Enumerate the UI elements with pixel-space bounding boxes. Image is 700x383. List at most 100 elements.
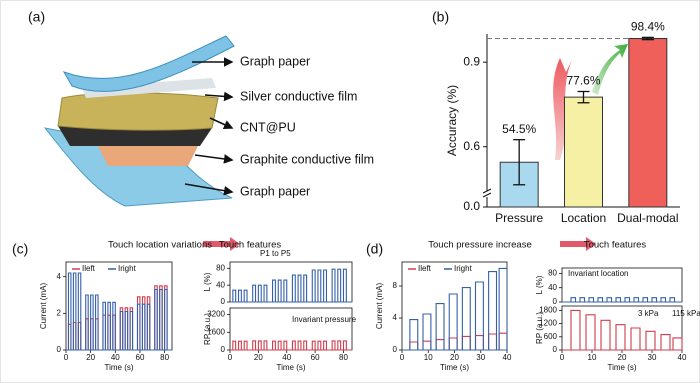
x-tick-label: Location (561, 211, 606, 225)
x-tick-label: Pressure (495, 211, 543, 225)
y-tick-label: 40 (548, 283, 557, 292)
panel-title: Touch location variations (108, 240, 212, 251)
value-label: 98.4% (631, 20, 665, 34)
pulse (272, 340, 276, 350)
panel-title: Touch features (219, 240, 282, 251)
pulse (283, 279, 288, 302)
x-tick-label: 30 (476, 353, 485, 362)
pulse (579, 297, 586, 302)
pulse (102, 301, 106, 350)
annotation: 115 kPa (672, 309, 700, 318)
pulse (237, 289, 242, 302)
pulse (243, 289, 248, 302)
x-tick-label: 0 (64, 353, 69, 362)
y-tick-label: 0 (221, 345, 226, 354)
y-tick-label: 80 (548, 268, 557, 277)
pulse (136, 303, 141, 350)
pulse (331, 268, 336, 302)
y-tick-label: 4 (57, 272, 62, 281)
y-tick-label: 3200 (207, 310, 225, 319)
pulse (257, 340, 262, 350)
pulse (448, 293, 458, 350)
pulse (252, 284, 257, 302)
y-tick-label: 0 (553, 345, 558, 354)
trend-arrow (592, 44, 628, 95)
pulse (642, 297, 649, 302)
pulse (303, 274, 308, 302)
pulse (474, 335, 484, 350)
pulse (67, 272, 72, 350)
pulse (237, 340, 242, 350)
pulse (77, 272, 82, 350)
legend-label: Ileft (82, 264, 96, 273)
pulse (146, 303, 151, 350)
y-tick-label: 0 (393, 345, 398, 354)
y-axis-label: L (%) (203, 272, 212, 291)
axis-break (482, 188, 492, 194)
legend-label: Iright (454, 264, 473, 273)
value-label: 54.5% (502, 122, 536, 136)
pulse (474, 281, 484, 350)
annotation: P1 to P5 (260, 249, 291, 258)
pulse (232, 340, 237, 350)
pulse (112, 301, 116, 350)
y-tick-label: 2 (57, 308, 62, 317)
flow-arrow (560, 237, 596, 251)
arrow (209, 117, 234, 130)
layer-diagram: Graph paper Silver conductive film CNT@P… (43, 35, 374, 207)
pulse (257, 284, 262, 302)
pulse (317, 269, 322, 302)
pulse (435, 339, 445, 350)
pulse (660, 334, 671, 350)
y-tick-label: 0 (553, 297, 558, 306)
x-tick-label: 40 (503, 353, 512, 362)
y-tick-label: 1600 (207, 327, 225, 336)
pulse (588, 297, 595, 302)
pulse (72, 272, 77, 350)
pulse (90, 294, 94, 350)
axis-break (482, 192, 492, 198)
pulse (337, 268, 342, 302)
y-axis-label: Current (mA) (39, 283, 48, 330)
bar (628, 38, 668, 208)
pulse (606, 297, 613, 302)
panel-label: (c) (12, 241, 28, 257)
x-tick-label: 60 (311, 353, 320, 362)
x-tick-label: 40 (282, 353, 291, 362)
arrow (194, 154, 234, 164)
pulse (498, 332, 508, 350)
pulse (570, 309, 581, 350)
pulse (597, 297, 604, 302)
y-tick-label: 0.0 (463, 199, 480, 213)
x-tick-label: 20 (86, 353, 95, 362)
y-axis-label: RP (a.u.) (203, 313, 212, 345)
plot-frame (65, 261, 173, 351)
x-tick-label: 20 (254, 353, 263, 362)
pulse (342, 340, 347, 350)
pulse (252, 340, 257, 350)
annotation: Invariant location (568, 269, 628, 278)
pulse (263, 284, 268, 302)
pulse (342, 268, 347, 302)
panel-label: (b) (432, 9, 449, 25)
plot-frame (229, 261, 353, 303)
pulse (311, 340, 316, 350)
pulse (154, 288, 158, 350)
panel-label: (d) (366, 241, 383, 257)
pulse (263, 340, 268, 350)
annotation: 3 kPa (638, 309, 659, 318)
pulse (317, 340, 322, 350)
top-graph-paper (62, 35, 235, 92)
x-tick-label: 40 (678, 353, 687, 362)
pulse (119, 310, 124, 350)
flow-arrow (203, 237, 240, 251)
pulse (672, 337, 683, 350)
x-tick-label: 0 (400, 353, 405, 362)
pulse (337, 340, 342, 350)
trend-arrow (553, 58, 572, 160)
layer-label: Graphite conductive film (240, 152, 374, 166)
pulse (243, 340, 248, 350)
layer-label: Graph paper (240, 184, 310, 198)
pulse (488, 271, 498, 350)
